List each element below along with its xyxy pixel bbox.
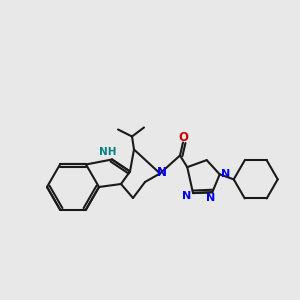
- Text: NH: NH: [99, 148, 117, 158]
- Text: N: N: [157, 166, 167, 179]
- Text: N: N: [221, 169, 230, 179]
- Text: O: O: [178, 131, 188, 144]
- Text: N: N: [206, 193, 215, 203]
- Text: N: N: [182, 191, 192, 201]
